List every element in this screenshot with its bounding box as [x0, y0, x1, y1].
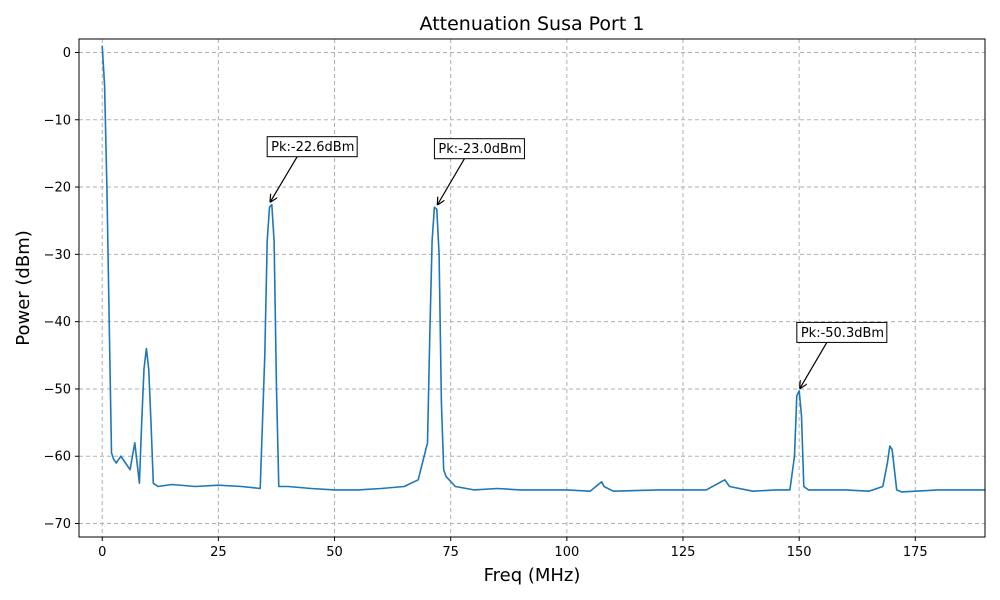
y-tick-label: −30: [44, 248, 71, 263]
x-tick-label: 50: [326, 545, 343, 560]
x-tick-label: 150: [787, 545, 812, 560]
y-tick-label: −60: [44, 450, 71, 465]
x-tick-label: 75: [442, 545, 459, 560]
annotation-label: Pk:-50.3dBm: [801, 326, 884, 341]
y-tick-label: −40: [44, 315, 71, 330]
annotation-arrow: [438, 158, 465, 205]
x-axis-title: Freq (MHz): [484, 565, 581, 586]
plot-frame: [78, 38, 986, 538]
annotation-arrow: [800, 342, 828, 388]
annotation-label: Pk:-23.0dBm: [438, 142, 521, 157]
y-tick-label: −70: [44, 517, 71, 532]
annotation-box: [433, 138, 525, 160]
annotation-label: Pk:-22.6dBm: [271, 140, 354, 155]
y-axis-title: Power (dBm): [13, 230, 34, 346]
series-layer: [101, 45, 985, 493]
x-tick-label: 100: [554, 545, 579, 560]
y-tick-label: −10: [44, 113, 71, 128]
y-tick-label: 0: [63, 46, 71, 61]
annotation-box: [266, 136, 358, 158]
x-tick-label: 25: [210, 545, 227, 560]
grid: [79, 39, 985, 537]
x-tick-label: 175: [903, 545, 928, 560]
annotation-arrow: [270, 156, 298, 202]
annotation-box: [796, 321, 888, 343]
x-tick-label: 0: [98, 545, 106, 560]
chart-title: Attenuation Susa Port 1: [420, 13, 645, 35]
y-tick-label: −20: [44, 181, 71, 196]
axis-ticks: 0 25 50 75 100 125 150 175 0 −10 −20 −30 −40 −50 −60 −7…: [44, 46, 928, 560]
annotations: Pk:-22.6dBm Pk:-23.0dBm Pk:-50.3dBm: [266, 136, 888, 388]
spectrum-line: [101, 45, 985, 493]
x-tick-label: 125: [671, 545, 696, 560]
y-tick-label: −50: [44, 382, 71, 397]
